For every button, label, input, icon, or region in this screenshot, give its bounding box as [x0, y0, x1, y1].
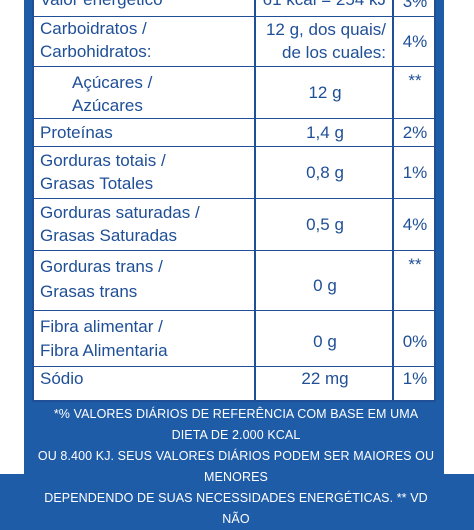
amount-line: 0,5 g [306, 214, 344, 234]
nutrient-name-line: Carbohidratos: [40, 42, 152, 61]
nutrient-name-line: Sódio [40, 369, 84, 388]
nutrient-name: Carboidratos / Carbohidratos: [40, 17, 250, 66]
amount-line: 1,4 g [306, 122, 344, 142]
nutrient-name-line: Gorduras totais / [40, 151, 166, 170]
daily-value: 0% [402, 331, 428, 351]
table-row: Gorduras totais / Grasas Totales 0,8 g 1… [34, 146, 434, 198]
nutrient-name: Gorduras totais / Grasas Totales [40, 147, 250, 198]
daily-value: 1% [402, 162, 428, 182]
daily-value: ** [408, 71, 422, 90]
footnote-line: *% VALORES DIÁRIOS DE REFERÊNCIA COM BAS… [53, 407, 419, 442]
nutrient-name-line: Grasas trans [40, 282, 138, 301]
daily-value: 3% [402, 0, 428, 11]
daily-value: ** [408, 255, 422, 274]
nutrient-name-line: Valor energético [40, 0, 250, 10]
table-row: Gorduras trans / Grasas trans 0 g ** [34, 250, 434, 310]
daily-value: 1% [402, 369, 428, 388]
left-border-band [24, 0, 34, 474]
amount-line: 12 g [308, 82, 342, 102]
nutrient-amount: 0,8 g [258, 147, 392, 198]
nutrient-name: Valor energético [40, 0, 250, 16]
nutrient-name-line: Fibra Alimentaria [40, 341, 168, 360]
amount-line: 22 mg [301, 369, 349, 388]
table-row: Valor energético 61 kcal = 254 kJ 3% [34, 0, 434, 16]
table-row: Proteínas 1,4 g 2% [34, 118, 434, 146]
nutrient-amount: 22 mg [258, 367, 392, 402]
nutrient-name-line: Proteínas [40, 123, 113, 142]
nutrient-amount: 12 g, dos quais/ de los cuales: [258, 17, 392, 66]
nutrient-amount: 0,5 g [258, 199, 392, 250]
footnote-line: DEPENDENDO DE SUAS NECESSIDADES ENERGÉTI… [44, 491, 428, 526]
nutrient-amount: 0 g [258, 311, 392, 366]
table-row: Gorduras saturadas / Grasas Saturadas 0,… [34, 198, 434, 250]
footnote: *% VALORES DIÁRIOS DE REFERÊNCIA COM BAS… [36, 404, 436, 530]
amount-line: 0 g [313, 275, 337, 295]
table-row: Carboidratos / Carbohidratos: 12 g, dos … [34, 16, 434, 66]
daily-value: 2% [402, 122, 428, 142]
nutrient-name-line: Carboidratos / [40, 19, 147, 38]
right-border-band [436, 0, 444, 474]
nutrient-name-line: Grasas Totales [40, 174, 154, 193]
footnote-line: OU 8.400 KJ. SEUS VALORES DIÁRIOS PODEM … [37, 449, 435, 484]
nutrient-name: Gorduras trans / Grasas trans [40, 251, 250, 310]
nutrient-name-line: Gorduras trans / [40, 257, 250, 277]
amount-line: 0,8 g [306, 162, 344, 182]
daily-value: 4% [402, 31, 428, 51]
nutrient-name: Açúcares / Azúcares [40, 67, 266, 118]
nutrient-amount: 0 g [258, 251, 392, 310]
nutrient-name-line: Grasas Saturadas [40, 226, 178, 245]
nutrient-name-text: Gorduras trans / [40, 257, 163, 276]
nutrient-name-line: Fibra alimentar / [40, 317, 163, 336]
table-row: Açúcares / Azúcares 12 g ** [34, 66, 434, 118]
nutrient-amount: 1,4 g [258, 119, 392, 146]
nutrient-amount: 61 kcal = 254 kJ [258, 0, 392, 16]
right-margin [438, 0, 474, 474]
daily-value: 4% [402, 214, 428, 234]
amount-line: 0 g [313, 331, 337, 351]
amount-line: de los cuales: [282, 43, 386, 62]
nutrient-name-line: Açúcares / [72, 73, 153, 92]
amount-line: 12 g, dos quais/ [265, 20, 386, 39]
nutrient-name: Proteínas [40, 119, 250, 146]
column-divider [254, 0, 256, 400]
nutrient-name: Gorduras saturadas / Grasas Saturadas [40, 199, 250, 250]
table-row: Fibra alimentar / Fibra Alimentaria 0 g … [34, 310, 434, 366]
nutrient-name-line: Azúcares [72, 96, 143, 115]
table-row: Sódio 22 mg 1% [34, 366, 434, 402]
amount-line: 61 kcal = 254 kJ [258, 0, 392, 10]
nutrient-name: Sódio [40, 367, 250, 402]
nutrient-name-line: Gorduras saturadas / [40, 203, 200, 222]
nutrient-amount: 12 g [258, 67, 392, 118]
nutrition-table: Valor energético 61 kcal = 254 kJ 3% Car… [32, 0, 436, 402]
column-divider [392, 0, 394, 400]
nutrient-name: Fibra alimentar / Fibra Alimentaria [40, 311, 250, 366]
